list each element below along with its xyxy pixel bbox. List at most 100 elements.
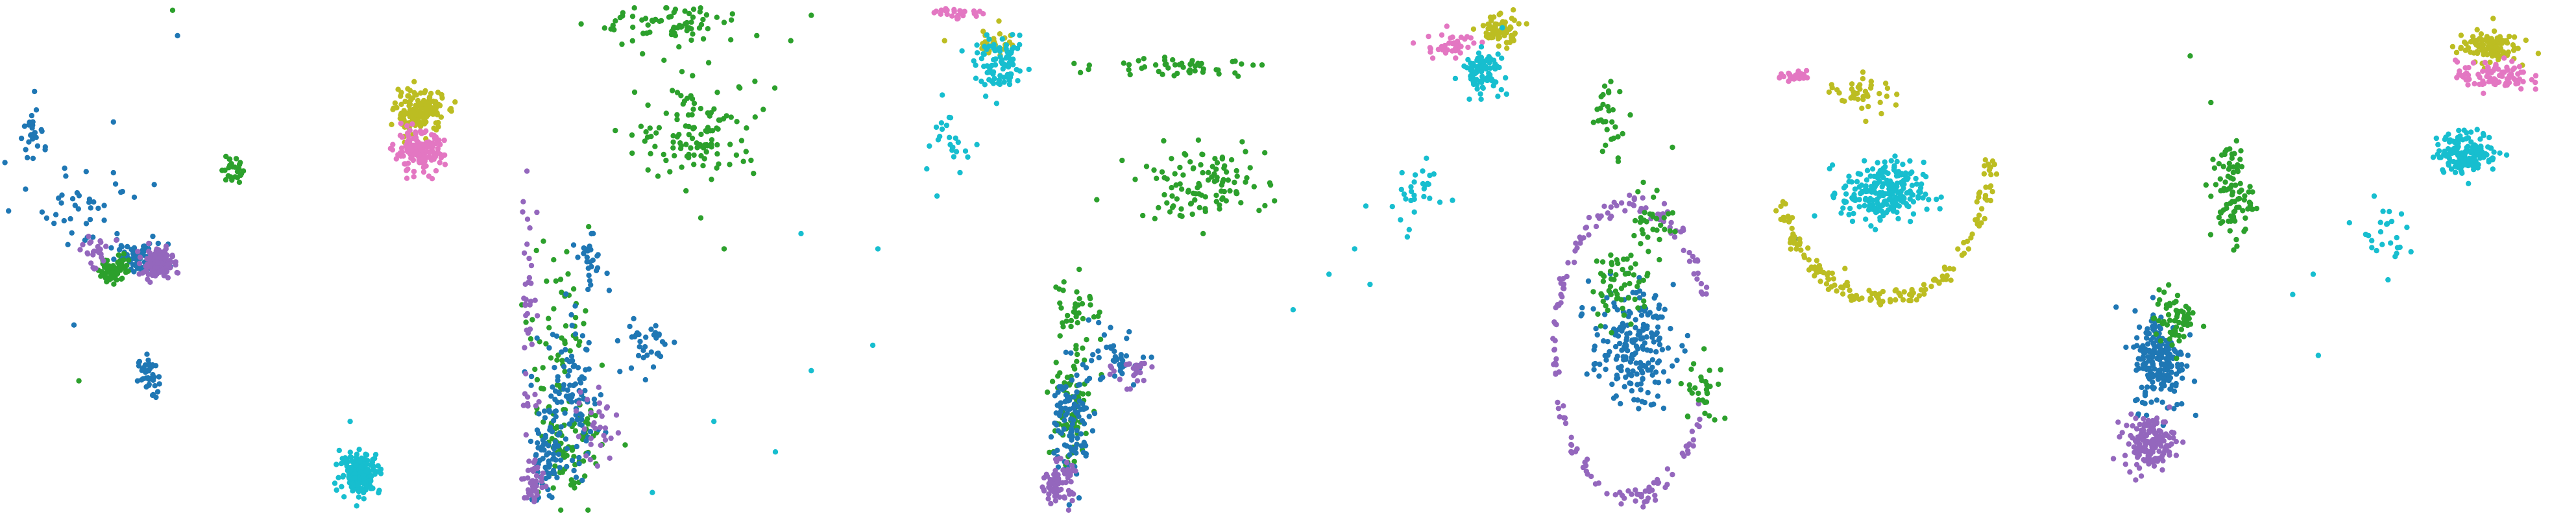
scatter-point	[570, 242, 577, 248]
scatter-point	[1642, 210, 1647, 216]
scatter-point	[2126, 441, 2132, 447]
scatter-point	[1607, 284, 1614, 290]
scatter-point	[1712, 417, 1718, 423]
scatter-point	[2210, 156, 2216, 162]
scatter-point	[2167, 404, 2172, 410]
scatter-point	[1068, 416, 1074, 422]
scatter-point	[1914, 181, 1920, 187]
scatter-point	[1586, 232, 1592, 238]
scatter-point	[343, 456, 349, 463]
scatter-point	[601, 432, 607, 439]
scatter-point	[1089, 358, 1095, 364]
scatter-point	[1074, 372, 1080, 378]
scatter-point	[577, 376, 583, 382]
scatter-point	[528, 262, 535, 269]
scatter-point	[575, 254, 581, 260]
scatter-point	[2178, 327, 2185, 332]
scatter-point	[2113, 304, 2119, 310]
scatter-point	[1498, 10, 1503, 16]
scatter-point	[738, 138, 745, 143]
scatter-point	[1633, 487, 1638, 493]
scatter-point	[1503, 91, 1509, 97]
scatter-point	[1640, 179, 1646, 186]
scatter-point	[577, 389, 583, 395]
scatter-point	[414, 112, 420, 118]
scatter-point	[1636, 491, 1642, 498]
scatter-point	[1094, 197, 1100, 203]
scatter-point	[1865, 93, 1871, 99]
scatter-point	[116, 247, 123, 253]
scatter-point	[552, 409, 558, 415]
scatter-point	[429, 132, 435, 138]
scatter-point	[1651, 480, 1657, 486]
scatter-point	[1655, 380, 1662, 386]
scatter-point	[1638, 336, 1644, 342]
scatter-point	[534, 465, 540, 472]
scatter-point	[594, 463, 600, 469]
scatter-point	[544, 452, 550, 458]
scatter-point	[409, 121, 415, 127]
scatter-point	[629, 150, 635, 156]
scatter-point	[2166, 282, 2172, 288]
scatter-point	[1600, 92, 1606, 98]
scatter-point	[1598, 271, 1604, 277]
scatter-point	[401, 111, 407, 117]
scatter-point	[1856, 197, 1862, 203]
scatter-point	[550, 417, 557, 424]
scatter-point	[1875, 295, 1881, 301]
scatter-point	[2236, 204, 2242, 210]
scatter-point	[2145, 452, 2151, 459]
scatter-point	[2510, 67, 2516, 73]
scatter-point	[2145, 326, 2150, 332]
scatter-point	[728, 114, 734, 120]
scatter-point	[2238, 148, 2244, 154]
scatter-point	[2159, 351, 2165, 357]
scatter-point	[1058, 305, 1064, 311]
scatter-point	[430, 143, 436, 149]
scatter-point	[412, 135, 419, 141]
scatter-point	[2454, 59, 2461, 65]
scatter-point	[661, 57, 667, 64]
scatter-point	[2110, 456, 2117, 462]
scatter-point	[236, 162, 243, 167]
scatter-point	[1256, 208, 1262, 214]
scatter-point	[1262, 150, 1268, 156]
scatter-point	[567, 382, 573, 388]
scatter-point	[2226, 166, 2232, 172]
scatter-point	[2184, 363, 2190, 369]
scatter-point	[643, 334, 649, 340]
scatter-point	[2480, 68, 2486, 75]
scatter-point	[2131, 344, 2137, 350]
scatter-point	[656, 125, 662, 130]
scatter-point	[1936, 279, 1942, 285]
scatter-point	[1178, 206, 1184, 212]
scatter-point	[2484, 73, 2490, 80]
scatter-point	[2377, 229, 2384, 235]
scatter-point	[149, 364, 155, 369]
scatter-point	[389, 147, 396, 153]
scatter-point	[2130, 423, 2135, 429]
scatter-point	[1604, 295, 1610, 301]
scatter-point	[552, 439, 559, 445]
scatter-point	[1117, 362, 1123, 368]
scatter-point	[934, 193, 940, 199]
scatter-point	[1223, 198, 1229, 204]
scatter-point	[80, 241, 86, 248]
scatter-point	[417, 128, 424, 134]
scatter-point	[1209, 164, 1215, 169]
scatter-point	[1812, 213, 1817, 219]
scatter-point	[2505, 67, 2510, 73]
scatter-point	[229, 177, 235, 183]
scatter-point	[1638, 312, 1645, 318]
scatter-point	[1408, 197, 1414, 204]
scatter-point	[631, 315, 637, 322]
scatter-point	[2474, 27, 2480, 32]
scatter-point	[691, 152, 697, 158]
scatter-point	[2180, 439, 2186, 445]
scatter-point	[2236, 195, 2242, 202]
scatter-point	[584, 259, 590, 265]
scatter-point	[2379, 241, 2385, 247]
scatter-point	[524, 241, 530, 247]
scatter-point	[1628, 321, 1634, 327]
